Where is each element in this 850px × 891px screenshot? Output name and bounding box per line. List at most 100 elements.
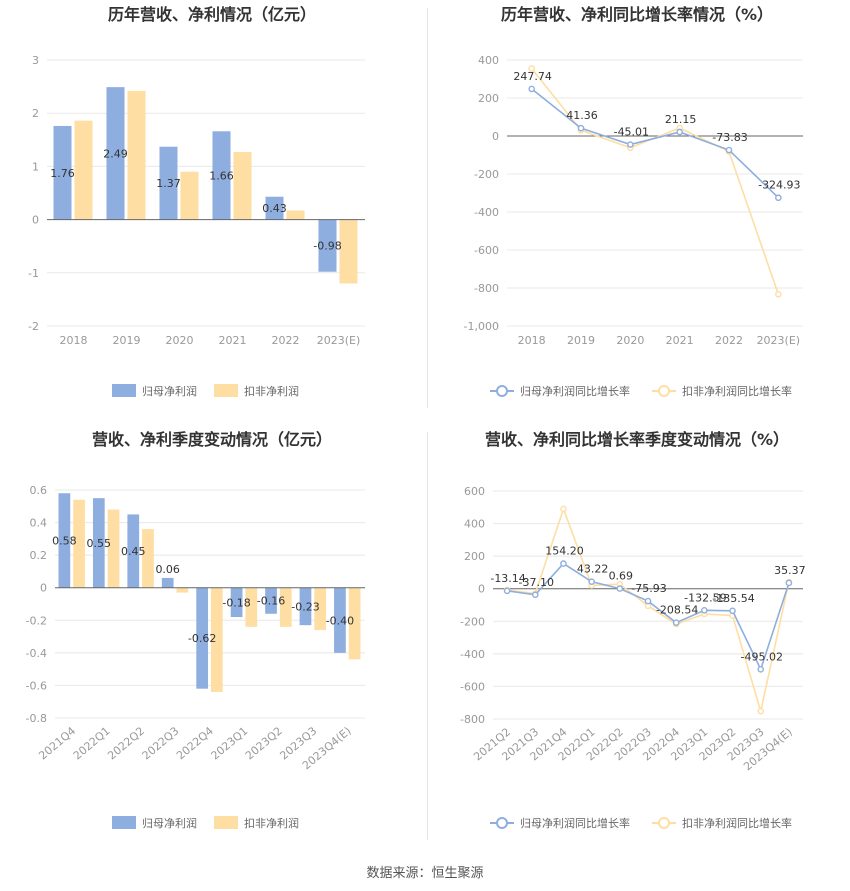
data-label: -13.14 bbox=[490, 572, 525, 585]
x-tick-label: 2023Q1 bbox=[209, 724, 251, 762]
data-point bbox=[503, 587, 511, 595]
y-tick-label: -0.8 bbox=[26, 712, 47, 725]
bar-deducted bbox=[348, 587, 361, 660]
bar-deducted bbox=[127, 90, 146, 220]
x-tick-label: 2022Q3 bbox=[140, 724, 182, 762]
y-tick-label: -400 bbox=[474, 206, 499, 219]
bar-deducted bbox=[176, 587, 189, 593]
data-point bbox=[528, 65, 535, 72]
x-tick-label: 2018 bbox=[60, 334, 88, 347]
data-label: -0.62 bbox=[188, 632, 216, 645]
x-tick-label: 2023(E) bbox=[757, 334, 801, 347]
data-label: 43.22 bbox=[577, 563, 609, 576]
y-tick-label: -0.6 bbox=[26, 679, 47, 692]
y-tick-label: -200 bbox=[460, 615, 485, 628]
x-tick-label: 2020 bbox=[616, 334, 644, 347]
legend-label: 扣非净利润同比增长率 bbox=[682, 816, 792, 830]
data-label: 247.74 bbox=[513, 70, 552, 83]
bar-deducted bbox=[339, 219, 358, 284]
x-tick-label: 2023Q2 bbox=[243, 724, 285, 762]
data-label: -75.93 bbox=[631, 582, 666, 595]
bar-deducted bbox=[286, 210, 305, 220]
data-point bbox=[560, 560, 567, 567]
bar-deducted bbox=[233, 152, 252, 220]
quarterly-growth-line-chart: 营收、净利同比增长率季度变动情况（%） -800 -600 -400 -200 0 200 4… bbox=[425, 430, 850, 860]
x-tick-label: 2019 bbox=[113, 334, 141, 347]
data-source-label: 数据来源：恒生聚源 bbox=[366, 866, 484, 881]
chart-title: 历年营收、净利同比增长率情况（%） bbox=[501, 5, 773, 24]
legend-label: 归母净利润 bbox=[142, 816, 197, 830]
y-tick-label: 0.4 bbox=[30, 517, 48, 530]
bar-profit bbox=[212, 131, 231, 220]
bar-deducted bbox=[211, 587, 223, 692]
y-tick-label: 3 bbox=[32, 54, 39, 67]
quarterly-profit-bar-chart: 营收、净利季度变动情况（亿元） -0.8 -0.6 -0.4 -0.2 0 0.2 0.4 0.… bbox=[0, 430, 425, 860]
data-point bbox=[725, 146, 733, 154]
data-label: 0.43 bbox=[262, 202, 287, 215]
data-label: 0.06 bbox=[155, 563, 180, 576]
chart-title: 营收、净利同比增长率季度变动情况（%） bbox=[485, 430, 789, 449]
bar-deducted bbox=[74, 120, 93, 220]
data-label: -0.18 bbox=[222, 596, 250, 609]
data-label: -73.83 bbox=[712, 131, 747, 144]
data-label: 154.20 bbox=[545, 545, 584, 558]
data-label: 1.66 bbox=[209, 169, 234, 182]
y-tick-label: 200 bbox=[464, 550, 485, 563]
data-point bbox=[531, 591, 539, 599]
y-tick-label: 200 bbox=[478, 92, 499, 105]
bar-profit bbox=[299, 587, 312, 626]
bar-profit bbox=[196, 587, 208, 689]
data-label: 0.55 bbox=[87, 537, 112, 550]
y-tick-label: -0.4 bbox=[26, 647, 47, 660]
y-tick-label: 0.6 bbox=[30, 484, 48, 497]
data-point bbox=[785, 579, 793, 587]
y-tick-label: 400 bbox=[464, 518, 485, 531]
panel-divider bbox=[427, 8, 428, 408]
data-label: 1.37 bbox=[156, 177, 181, 190]
legend-marker bbox=[496, 817, 508, 829]
bar-profit bbox=[58, 493, 71, 588]
data-label: -208.54 bbox=[656, 604, 698, 617]
data-label: -0.98 bbox=[313, 240, 341, 253]
bar-deducted bbox=[142, 529, 154, 588]
data-label: 1.76 bbox=[50, 167, 75, 180]
x-tick-label: 2020 bbox=[166, 334, 194, 347]
data-point bbox=[729, 607, 736, 615]
series-line-profit bbox=[531, 88, 779, 199]
data-label: -135.54 bbox=[712, 592, 754, 605]
data-point bbox=[560, 505, 567, 513]
bar-deducted bbox=[107, 509, 120, 588]
y-tick-label: -1 bbox=[28, 267, 39, 280]
data-point bbox=[701, 607, 708, 614]
data-label: 0.69 bbox=[609, 570, 634, 583]
data-label: 41.36 bbox=[566, 109, 598, 122]
y-tick-label: 600 bbox=[464, 485, 485, 498]
x-tick-label: 2023(E) bbox=[317, 334, 361, 347]
x-tick-label: 2022Q2 bbox=[105, 724, 147, 762]
y-tick-label: 2 bbox=[32, 107, 39, 120]
data-point bbox=[757, 666, 765, 673]
data-point bbox=[616, 585, 624, 592]
chart-title: 营收、净利季度变动情况（亿元） bbox=[92, 430, 332, 449]
y-tick-label: 0 bbox=[492, 130, 499, 143]
chart-svg: 营收、净利同比增长率季度变动情况（%） -800 -600 -400 -200 0 200 4… bbox=[460, 430, 806, 830]
y-tick-label: -800 bbox=[460, 713, 485, 726]
legend-swatch bbox=[214, 384, 238, 397]
data-point bbox=[676, 128, 683, 136]
data-point bbox=[577, 124, 585, 132]
data-point bbox=[757, 707, 765, 715]
data-point bbox=[672, 619, 680, 626]
data-label: 0.58 bbox=[52, 534, 77, 547]
bar-profit bbox=[159, 146, 178, 220]
bar-deducted bbox=[279, 587, 292, 627]
y-tick-label: 400 bbox=[478, 54, 499, 67]
bar-profit bbox=[92, 498, 105, 588]
y-tick-label: 0.2 bbox=[30, 549, 48, 562]
y-tick-label: -400 bbox=[460, 648, 485, 661]
legend-label: 扣非净利润 bbox=[244, 816, 299, 830]
legend-marker bbox=[658, 817, 670, 829]
data-label: 35.37 bbox=[774, 564, 806, 577]
panel-divider bbox=[427, 432, 428, 840]
y-tick-label: -800 bbox=[474, 282, 499, 295]
x-tick-label: 2019 bbox=[567, 334, 595, 347]
